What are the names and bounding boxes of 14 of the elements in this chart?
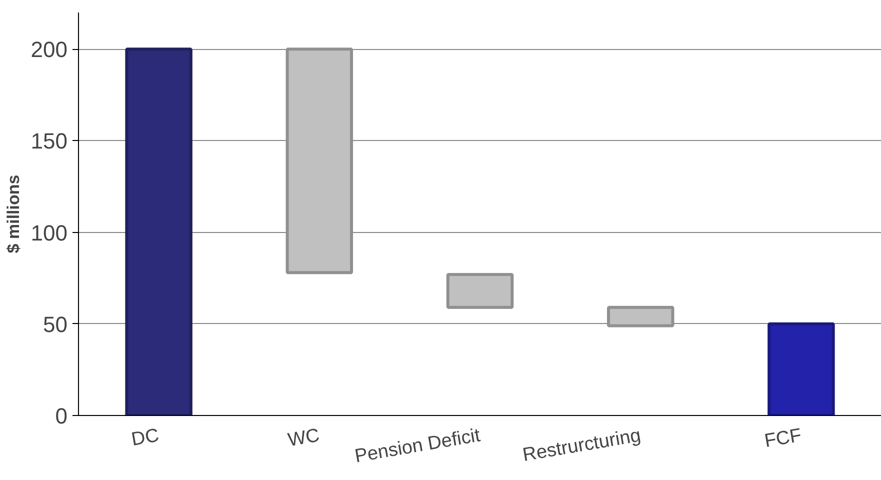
x-tick-label: FCF (763, 425, 803, 452)
bar (768, 322, 835, 416)
x-tick-label: Pension Deficit (353, 425, 482, 468)
y-tick-label: 100 (30, 220, 68, 246)
y-tick-label: 150 (30, 128, 68, 154)
x-tick-label: WC (286, 425, 322, 452)
y-tick-label: 200 (30, 37, 68, 62)
x-tick-label: Restrurcturing (521, 425, 642, 466)
x-tick-label: DC (130, 425, 161, 450)
bar (125, 48, 192, 416)
y-tick-label: 0 (55, 404, 68, 428)
bar (446, 272, 514, 309)
y-axis-title: $ millions (4, 174, 23, 254)
y-tick-label: 50 (43, 312, 68, 337)
